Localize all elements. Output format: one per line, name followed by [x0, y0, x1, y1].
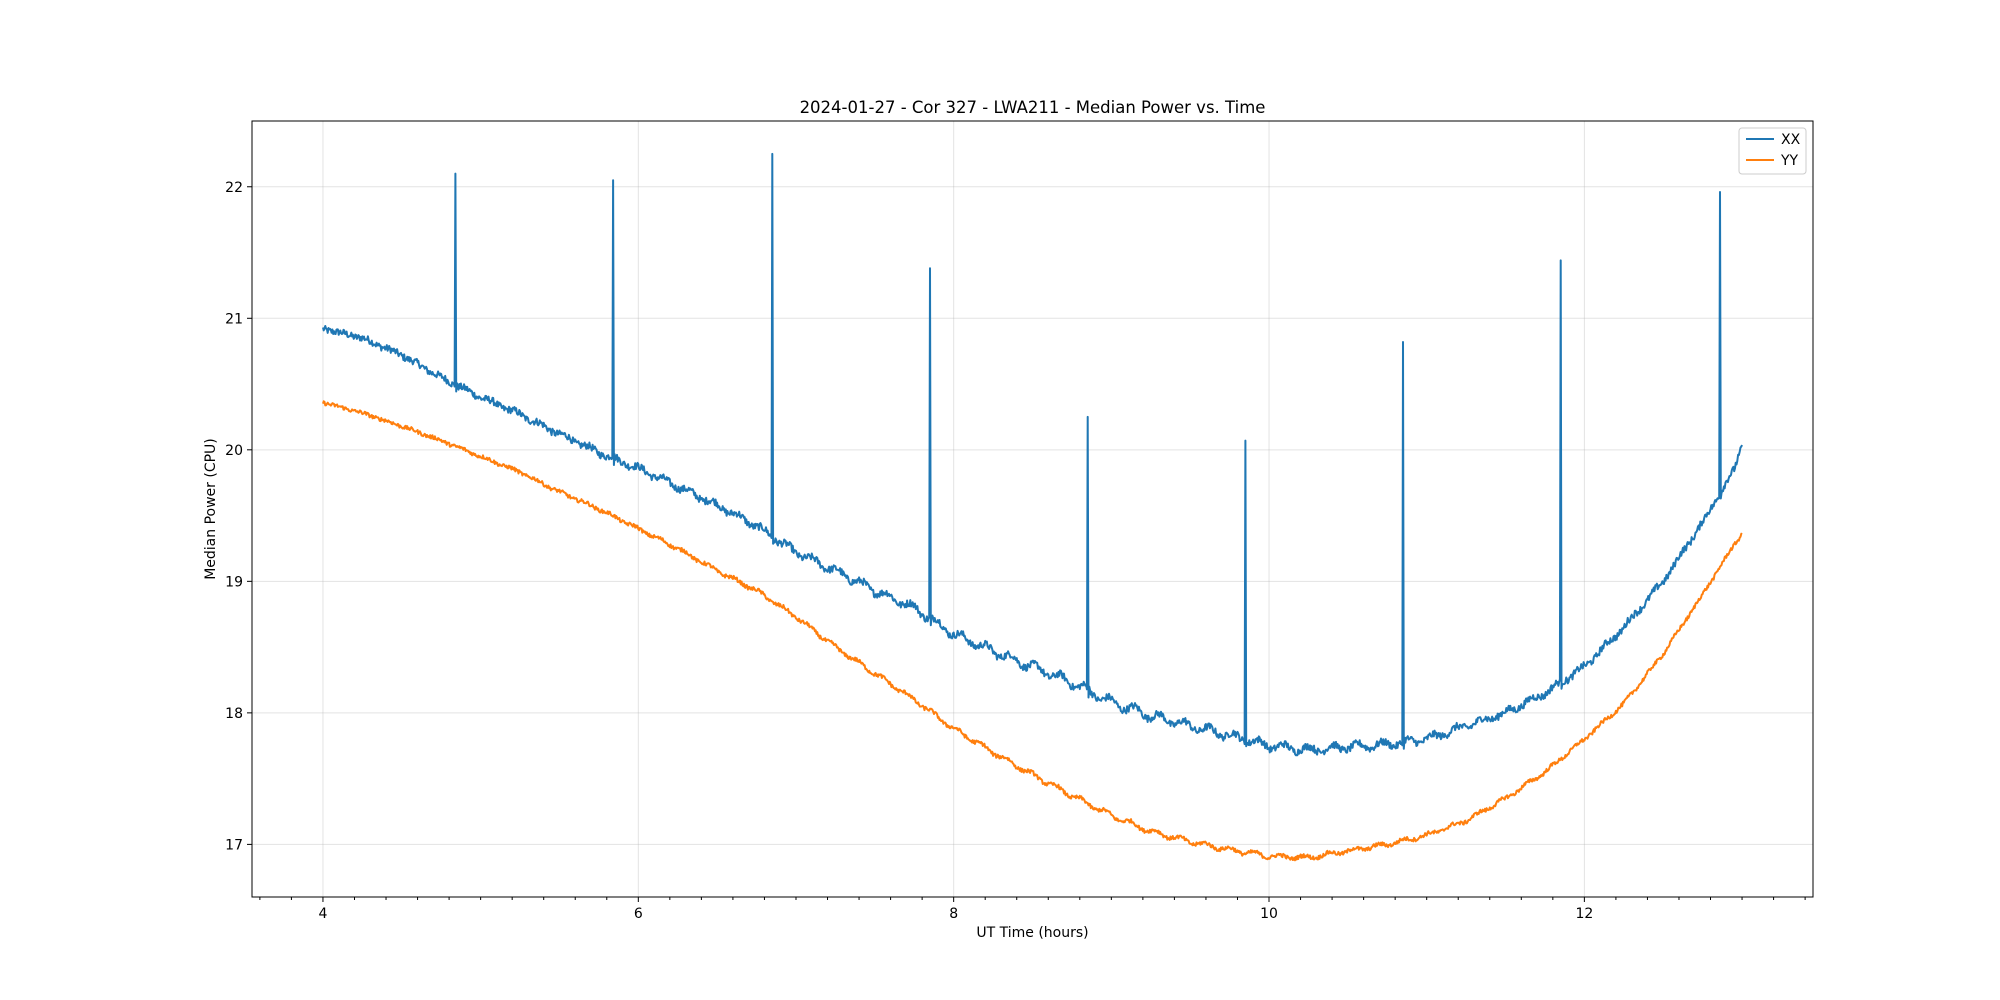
plot-frame — [251, 120, 1814, 898]
x-tick-label: 8 — [949, 906, 958, 922]
x-tick-label: 6 — [634, 906, 643, 922]
y-axis-title: Median Power (CPU) — [203, 438, 219, 580]
legend: XX YY — [1738, 127, 1807, 175]
x-tick-label: 4 — [318, 906, 327, 922]
legend-label-xx: XX — [1781, 132, 1801, 148]
y-tick-label: 19 — [225, 574, 243, 590]
legend-label-yy: YY — [1780, 153, 1799, 169]
x-axis-title: UT Time (hours) — [976, 925, 1088, 941]
grid — [252, 121, 1813, 897]
x-tick-label: 10 — [1260, 906, 1278, 922]
axes: 4 6 8 10 12 17 18 19 20 21 22 — [225, 180, 1806, 922]
y-tick-label: 20 — [225, 443, 243, 459]
series-layer — [322, 152, 1743, 862]
series-line-yy — [322, 400, 1743, 862]
x-tick-label: 12 — [1575, 906, 1593, 922]
chart-title: 2024-01-27 - Cor 327 - LWA211 - Median P… — [800, 98, 1266, 117]
y-tick-label: 22 — [225, 180, 243, 196]
series-line-xx — [322, 152, 1743, 757]
y-tick-label: 21 — [225, 311, 243, 327]
y-tick-label: 17 — [225, 837, 243, 853]
y-tick-label: 18 — [225, 706, 243, 722]
